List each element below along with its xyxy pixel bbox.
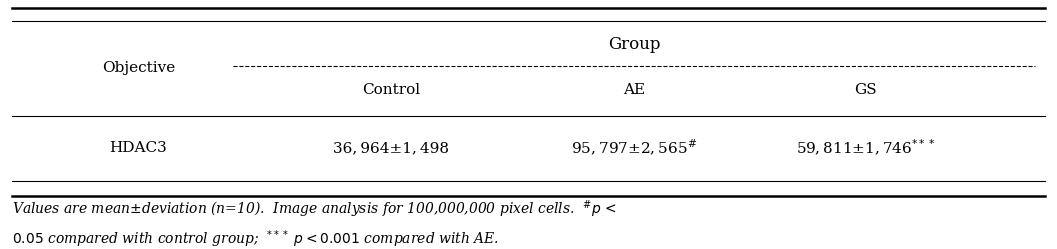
Text: Objective: Objective [101, 62, 175, 75]
Text: Group: Group [608, 36, 661, 53]
Text: $0.05$ compared with control group;  $^{***}$ $p$$<$$0.001$ compared with AE.: $0.05$ compared with control group; $^{*… [12, 229, 499, 249]
Text: GS: GS [854, 83, 877, 97]
Text: 59, 811±1, 746$^{***}$: 59, 811±1, 746$^{***}$ [796, 138, 935, 159]
Text: AE: AE [623, 83, 645, 97]
Text: HDAC3: HDAC3 [110, 141, 167, 155]
Text: Values are mean$\pm$deviation (n=10).  Image analysis for 100,000,000 pixel cell: Values are mean$\pm$deviation (n=10). Im… [12, 198, 616, 220]
Text: Control: Control [363, 83, 421, 97]
Text: 36, 964±1, 498: 36, 964±1, 498 [333, 141, 449, 155]
Text: 95, 797±2, 565$^{\#}$: 95, 797±2, 565$^{\#}$ [571, 138, 697, 159]
